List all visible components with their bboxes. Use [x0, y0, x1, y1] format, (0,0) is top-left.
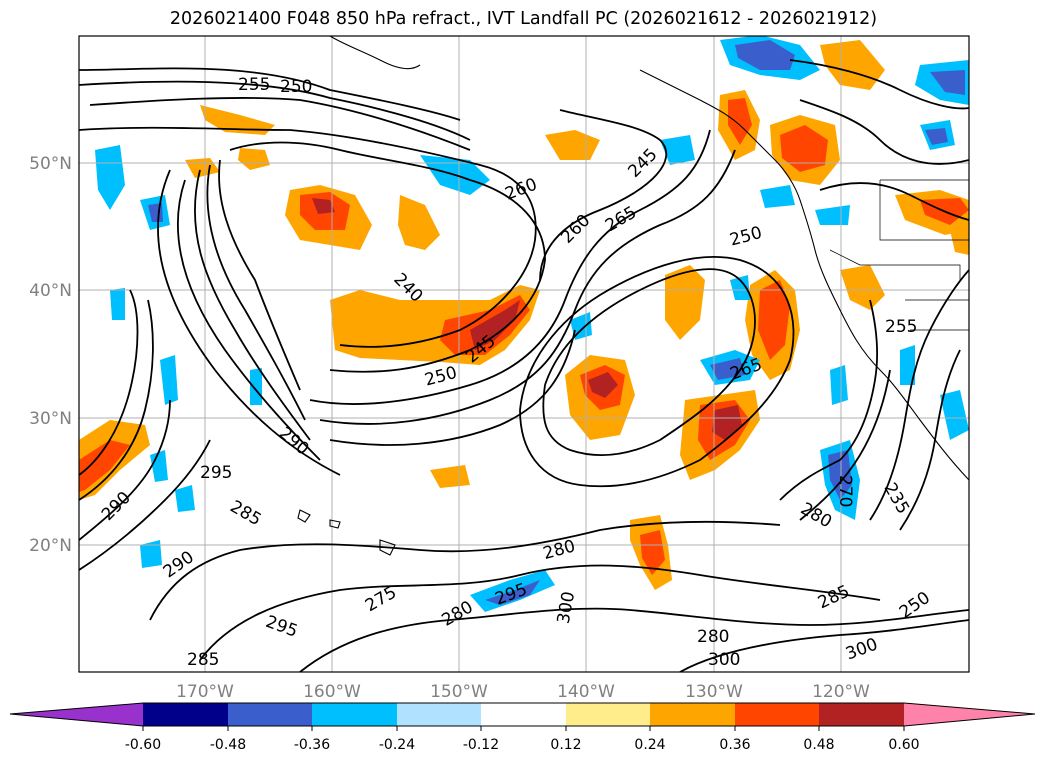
- colorbar-segment: [566, 703, 650, 726]
- longitude-labels: 170°W 160°W 150°W 140°W 130°W 120°W: [176, 682, 870, 702]
- colorbar-tick-label: -0.12: [463, 737, 499, 753]
- lon-label: 160°W: [303, 682, 361, 702]
- colorbar-segment: [650, 703, 735, 726]
- refractivity-contours: [79, 59, 969, 672]
- lon-label: 140°W: [557, 682, 615, 702]
- colorbar-extend-low: [10, 703, 143, 726]
- colorbar-segment: [397, 703, 481, 726]
- colorbar-segment: [228, 703, 312, 726]
- lon-label: 170°W: [176, 682, 234, 702]
- lon-label: 120°W: [812, 682, 870, 702]
- colorbar-segment: [143, 703, 228, 726]
- colorbar-segment: [481, 703, 566, 726]
- contour-label: 255: [238, 75, 270, 95]
- colorbar-segment: [735, 703, 819, 726]
- political-borders: [829, 179, 969, 331]
- contour-label: 300: [708, 650, 740, 670]
- lat-label: 30°N: [29, 409, 72, 429]
- contour-label: 280: [697, 627, 729, 647]
- map-title: 2026021400 F048 850 hPa refract., IVT La…: [169, 9, 878, 29]
- latitude-labels: 50°N 40°N 30°N 20°N: [29, 154, 72, 556]
- colorbar-tick-label: 0.36: [719, 737, 750, 753]
- colorbar-segment: [312, 703, 397, 726]
- lon-label: 130°W: [685, 682, 743, 702]
- colorbar-ticks: [142, 726, 905, 731]
- colorbar-tick-label: 0.24: [634, 737, 665, 753]
- colorbar-segment: [819, 703, 904, 726]
- contour-label: 250: [280, 77, 312, 97]
- map-frame: [78, 35, 970, 673]
- lon-label: 150°W: [430, 682, 488, 702]
- colorbar-tick-label: 0.60: [888, 737, 919, 753]
- lat-label: 40°N: [29, 281, 72, 301]
- colorbar-tick-label: -0.36: [294, 737, 330, 753]
- contour-label: 270: [835, 475, 855, 507]
- colorbar-tick-label: 0.12: [550, 737, 581, 753]
- colorbar-extend-high: [904, 703, 1035, 726]
- contour-label: 295: [200, 463, 232, 483]
- colorbar-tick-label: -0.24: [379, 737, 415, 753]
- colorbar-tick-label: 0.48: [803, 737, 834, 753]
- lat-label: 20°N: [29, 536, 72, 556]
- coastlines: [297, 36, 969, 556]
- contour-label: 255: [885, 317, 917, 337]
- colorbar-tick-label: -0.48: [210, 737, 246, 753]
- colorbar: -0.60 -0.48 -0.36 -0.24 -0.12 0.12 0.24 …: [9, 702, 1036, 753]
- lat-label: 50°N: [29, 154, 72, 174]
- contour-label: 285: [187, 650, 219, 670]
- colorbar-tick-label: -0.60: [125, 737, 161, 753]
